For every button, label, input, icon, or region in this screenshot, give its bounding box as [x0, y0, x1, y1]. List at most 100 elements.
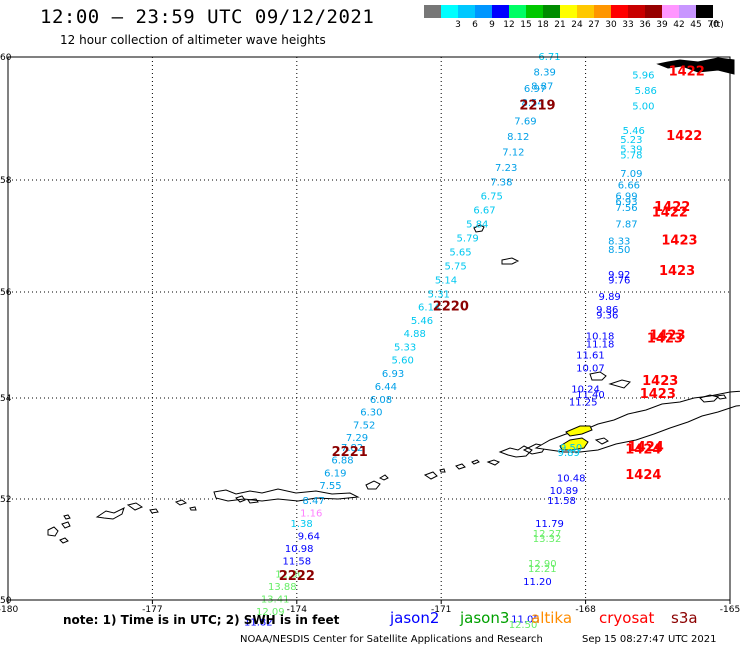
swh-value-label: 7.87: [615, 220, 637, 231]
swh-value-label: 5.39: [620, 144, 642, 155]
island-shape: [213, 488, 360, 502]
pass-time-label: 2220: [433, 300, 469, 315]
legend-tick-label: 27: [588, 20, 600, 30]
swh-value-label: 5.65: [449, 248, 471, 259]
swh-value-label: 12.50: [509, 620, 538, 631]
swh-value-label: 6.93: [382, 369, 404, 380]
swh-value-label: 8.50: [608, 245, 630, 256]
legend-tick-label: 70: [707, 20, 719, 30]
pass-time-label: 1424: [628, 440, 664, 455]
swh-value-label: 6.19: [324, 468, 346, 479]
swh-value-label: 6.88: [331, 456, 353, 467]
island-shape: [594, 394, 727, 445]
swh-value-label: 9.92: [608, 270, 630, 281]
pass-time-label: 1422: [666, 129, 702, 144]
legend-tick-label: 3: [455, 20, 461, 30]
swh-value-label: 12.09: [256, 607, 285, 618]
legend-tick-label: 39: [656, 20, 668, 30]
swh-value-label: 11.82: [244, 617, 273, 628]
swh-value-label: 6.71: [538, 52, 560, 63]
legend-swatch: [492, 5, 509, 18]
legend-swatch: [475, 5, 492, 18]
alaska-peninsula: [534, 390, 740, 453]
legend-swatches: [424, 5, 713, 18]
island-shape: [47, 514, 71, 544]
lat-tick-label: 54: [0, 394, 12, 404]
color-legend: 3 6 9 12 15 18 21 24 27 30 33 36 39 42 45 70 (ft): [424, 5, 724, 32]
lon-tick-label: -171: [431, 605, 451, 615]
swh-value-label: 5.86: [635, 86, 657, 97]
swh-value-label: 11.20: [523, 577, 552, 588]
swh-value-label: 9.89: [599, 292, 621, 303]
pass-time-label: 2219: [519, 98, 555, 113]
lon-tick-label: -168: [575, 605, 596, 615]
legend-swatch: [594, 5, 611, 18]
lat-tick-label: 56: [0, 288, 12, 298]
legend-labels: 3 6 9 12 15 18 21 24 27 30 33 36 39 42 45 70 (ft): [424, 18, 724, 32]
pass-time-label: 1423: [640, 387, 676, 402]
swh-value-label: 7.23: [495, 163, 517, 174]
legend-swatch: [560, 5, 577, 18]
pass-time-label: 2221: [332, 445, 368, 460]
swh-value-label: 9.64: [298, 531, 320, 542]
swh-value-label: 11.58: [282, 557, 311, 568]
legend-tick-label: 24: [571, 20, 583, 30]
swh-value-label: 9.89: [558, 448, 580, 459]
legend-tick-label: 36: [639, 20, 651, 30]
pass-time-label: 1422: [654, 200, 690, 215]
swh-value-label: 11.25: [569, 398, 598, 409]
legend-tick-label: 9: [489, 20, 495, 30]
swh-value-label: 11.58: [547, 496, 576, 507]
swh-value-label: 11.61: [576, 350, 605, 361]
swh-value-label: 1.16: [300, 509, 322, 520]
legend-swatch: [509, 5, 526, 18]
pribilof-island: [473, 224, 520, 265]
legend-tick-label: 12: [503, 20, 515, 30]
chart-subtitle: 12 hour collection of altimeter wave hei…: [60, 33, 326, 47]
swh-value-label: 8.39: [534, 67, 556, 78]
swh-value-label: 4.88: [404, 329, 426, 340]
map-axes: -180 -177 -174 -171 -168 -165 50 52 54 56 58 60: [0, 53, 740, 615]
swh-value-label: 9.86: [596, 305, 618, 316]
legend-swatch: [526, 5, 543, 18]
legend-swatch: [645, 5, 662, 18]
alaska-coast: [656, 57, 735, 75]
pass-time-label: 2222: [279, 569, 315, 584]
legend-tick-label: 15: [520, 20, 532, 30]
swh-value-label: 6.93: [615, 197, 637, 208]
swh-value-label: 5.78: [620, 150, 642, 161]
unimak-island: [559, 425, 593, 451]
swh-value-label: 10.24: [571, 385, 600, 396]
satellite-label-jason2: jason2: [390, 609, 440, 627]
pass-times-layer: 2219222022212222142214221422142214231423…: [279, 64, 705, 583]
pass-time-label: 1424: [625, 468, 661, 483]
swh-value-label: 6.44: [375, 382, 397, 393]
swh-value-label: 7.38: [490, 178, 512, 189]
legend-swatch: [424, 5, 441, 18]
map-frame: [7, 56, 731, 601]
swh-value-label: 8.54: [522, 98, 544, 109]
swh-value-label: 7.09: [620, 169, 642, 180]
footer-timestamp: Sep 15 08:27:47 UTC 2021: [582, 634, 717, 645]
swh-values-layer: 6.71 8.39 8.876.97 8.54 7.69 8.12 7.12 7.23 7.38…: [244, 52, 657, 631]
pass-time-label: 1423: [649, 329, 685, 344]
satellite-label-jason3: jason3: [460, 609, 510, 627]
swh-value-label: 6.30: [360, 408, 382, 419]
footer-credit: NOAA/NESDIS Center for Satellite Applica…: [240, 634, 543, 645]
legend-swatch: [458, 5, 475, 18]
pass-time-label: 1424: [625, 443, 661, 458]
satellite-label-altika: altika: [531, 609, 573, 627]
legend-tick-label: 6: [472, 20, 478, 30]
swh-value-label: 9.36: [596, 311, 618, 322]
swh-value-label: 5.79: [457, 234, 479, 245]
swh-value-label: 12.27: [533, 529, 562, 540]
pass-time-label: 1423: [642, 374, 678, 389]
swh-value-label: 5.14: [435, 276, 457, 287]
lat-tick-label: 50: [0, 596, 12, 606]
legend-swatch: [628, 5, 645, 18]
swh-value-label: 7.29: [346, 433, 368, 444]
swh-value-label: 5.46: [411, 316, 433, 327]
legend-swatch: [696, 5, 713, 18]
swh-value-label: 5.84: [466, 220, 488, 231]
pass-time-label: 1422: [652, 205, 688, 220]
